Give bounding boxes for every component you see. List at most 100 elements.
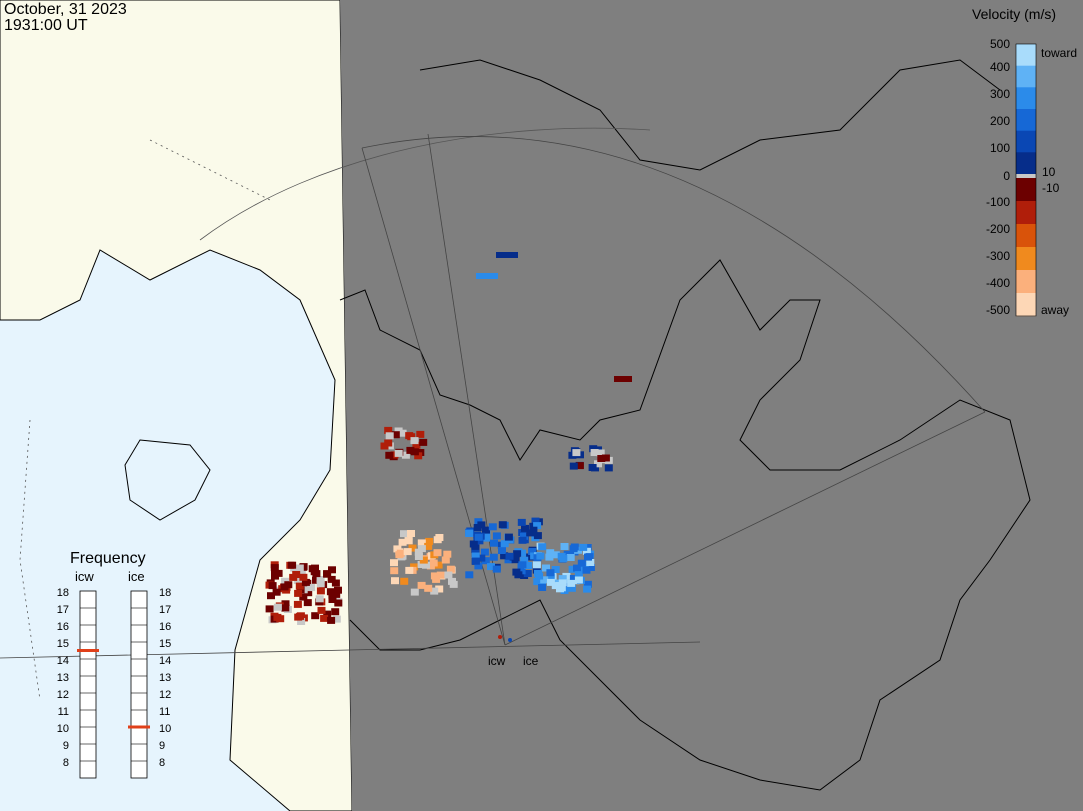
velocity-cell [492, 532, 501, 540]
velocity-cell [281, 600, 290, 608]
velocity-cell [398, 429, 407, 437]
velocity-cell [569, 575, 578, 582]
velocity-cell [546, 569, 555, 577]
velocity-cell [316, 580, 325, 588]
velocity-cell [406, 446, 415, 454]
frequency-level-label: 12 [159, 689, 171, 701]
radar-site-icw [498, 635, 502, 639]
frequency-level-label: 18 [57, 587, 69, 599]
velocity-cell [586, 559, 595, 566]
colorbar-swatch-away [1016, 247, 1036, 271]
velocity-cell [295, 582, 304, 590]
velocity-cell [396, 549, 405, 557]
velocity-cell [297, 618, 306, 625]
velocity-cell [422, 561, 430, 569]
velocity-cell [560, 543, 569, 550]
velocity-cell [311, 612, 320, 620]
velocity-cell [520, 532, 528, 540]
velocity-cell [588, 464, 597, 471]
coordinate-grid [0, 127, 701, 701]
velocity-cell [500, 540, 509, 548]
velocity-cell [477, 554, 486, 562]
velocity-cell [320, 614, 329, 622]
velocity-cell [390, 559, 398, 567]
frequency-level-label: 15 [57, 638, 69, 650]
velocity-cell [272, 588, 281, 596]
frequency-level-label: 12 [57, 689, 69, 701]
velocity-cell [417, 545, 426, 553]
velocity-cell [308, 565, 317, 573]
fov-boundary-right [504, 411, 986, 646]
velocity-cell [429, 559, 438, 567]
colorbar-tick-label: 500 [990, 37, 1010, 51]
velocity-cell [435, 585, 444, 593]
frequency-level-label: 9 [159, 740, 165, 752]
velocity-cell [538, 584, 547, 591]
velocity-cell [410, 437, 419, 445]
velocity-cell [312, 570, 321, 578]
velocity-cell [582, 566, 591, 574]
velocity-cell [405, 432, 414, 440]
radar-field-of-view [361, 133, 986, 646]
velocity-cell [471, 552, 480, 560]
frequency-level-label: 16 [57, 621, 69, 633]
velocity-cell [523, 570, 532, 577]
fov-boundary-left [361, 147, 506, 646]
velocity-cell [446, 565, 455, 573]
latitude-line [0, 641, 701, 659]
colorbar-title: Velocity (m/s) [972, 6, 1057, 22]
date-label: October, 31 2023 [4, 1, 127, 18]
velocity-cell [419, 556, 428, 564]
velocity-cell [295, 564, 304, 572]
velocity-cell [573, 564, 581, 572]
velocity-cell [558, 575, 567, 583]
velocity-cell [444, 571, 453, 579]
velocity-cell [518, 561, 527, 569]
velocity-cell [400, 577, 409, 585]
velocity-cell [590, 449, 599, 456]
velocity-cell [575, 462, 584, 470]
velocity-cell [489, 553, 498, 561]
frequency-level-label: 14 [57, 655, 69, 667]
colorbar-swatch-toward [1016, 87, 1036, 110]
velocity-cell [294, 613, 303, 621]
colorbar-swatch-away [1016, 293, 1036, 317]
velocity-cell [524, 562, 533, 569]
velocity-cell [577, 559, 586, 567]
velocity-cell [529, 526, 538, 534]
frequency-level-label: 9 [63, 740, 69, 752]
velocity-cell [332, 590, 341, 598]
velocity-cell [417, 581, 426, 589]
velocity-cell [471, 557, 480, 565]
velocity-cell [480, 548, 489, 556]
velocity-cell [435, 534, 444, 541]
colorbar-tick-label: 300 [990, 87, 1010, 101]
velocity-cell [469, 540, 478, 548]
colorbar-tick-label: -400 [986, 276, 1010, 290]
velocity-cell [582, 547, 591, 555]
velocity-cell [323, 570, 332, 578]
velocity-cell [331, 608, 340, 616]
colorbar-swatch-away [1016, 201, 1036, 225]
frequency-level-label: 17 [57, 604, 69, 616]
velocity-cell [574, 571, 583, 579]
velocity-cell [567, 584, 576, 592]
colorbar-swatch-toward [1016, 152, 1036, 175]
velocity-cell [393, 545, 402, 553]
velocity-cell [394, 449, 403, 457]
site-label-icw: icw [488, 654, 506, 668]
velocity-cell [473, 524, 482, 531]
velocity-cell [430, 587, 439, 595]
velocity-cell [384, 426, 393, 434]
velocity-cell [271, 572, 279, 580]
velocity-cell [504, 533, 513, 541]
frequency-level-label: 16 [159, 621, 171, 633]
velocity-cell [424, 584, 433, 592]
colorbar-tick-label: 100 [990, 141, 1010, 155]
velocity-cell [572, 449, 581, 457]
velocity-cell [482, 534, 491, 542]
velocity-cell [531, 517, 540, 525]
velocity-cell [327, 616, 336, 624]
radar-site-ice [508, 638, 512, 642]
